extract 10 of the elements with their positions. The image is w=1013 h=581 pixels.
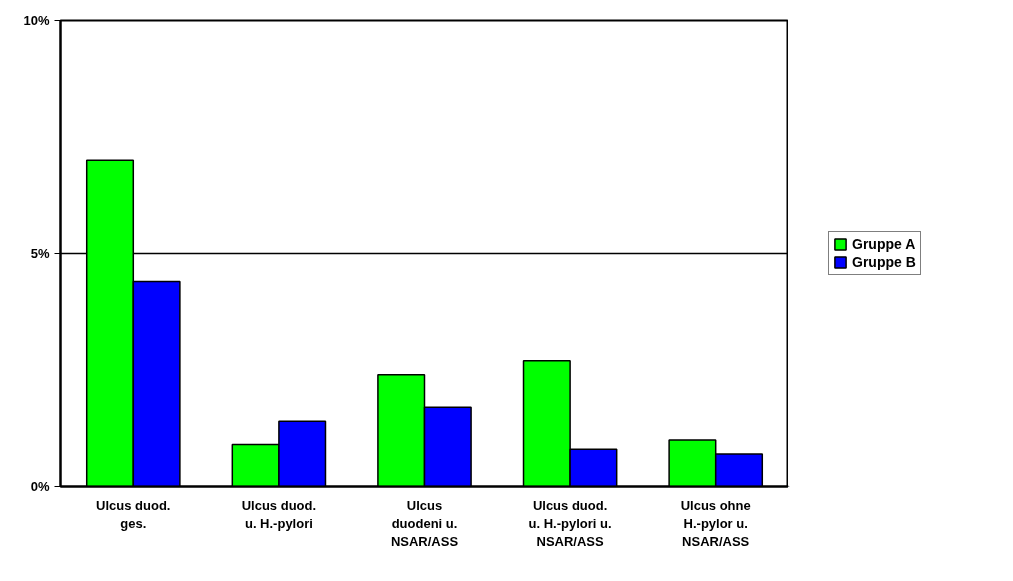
x-tick-label: Ulcus duodeni u. NSAR/ASS	[390, 497, 459, 549]
x-tick-label: Ulcus ohne H.-pylor u. NSAR/ASS	[680, 497, 751, 549]
x-tick-label: Ulcus duod. u. H.-pylori u. NSAR/ASS	[528, 497, 612, 549]
y-tick-label: 0%	[30, 479, 50, 494]
legend-label: Gruppe B	[852, 254, 916, 270]
x-tick-label: Ulcus duod. ges.	[96, 497, 171, 531]
legend-label: Gruppe A	[852, 236, 916, 252]
x-tick-label: Ulcus duod. u. H.-pylori	[241, 497, 317, 531]
y-tick-label: 5%	[30, 246, 50, 261]
y-tick-label: 10%	[23, 13, 50, 28]
